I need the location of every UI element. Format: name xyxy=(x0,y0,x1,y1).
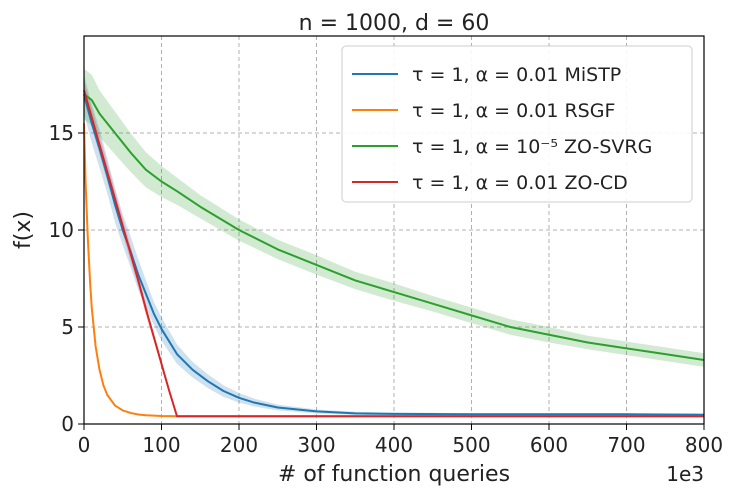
band-layer xyxy=(84,68,704,417)
x-tick-label: 500 xyxy=(452,433,490,457)
x-scale-note: 1e3 xyxy=(666,462,704,486)
tick-layer: 0 100 200 300 400 500 600 700 800 0 5 10 15 xyxy=(49,121,724,457)
series-band-zo-svrg xyxy=(84,68,704,367)
y-tick-label: 15 xyxy=(49,121,74,145)
y-tick-label: 0 xyxy=(61,412,74,436)
x-tick-label: 700 xyxy=(607,433,645,457)
y-tick-label: 5 xyxy=(61,315,74,339)
line-layer xyxy=(83,90,705,418)
series-line-zo-svrg xyxy=(83,93,705,361)
x-tick-label: 0 xyxy=(78,433,91,457)
x-tick-label: 200 xyxy=(220,433,258,457)
legend-label-mistp: τ = 1, α = 0.01 MiSTP xyxy=(412,64,621,86)
legend-label-rsgf: τ = 1, α = 0.01 RSGF xyxy=(412,100,615,122)
y-tick-label: 10 xyxy=(49,218,74,242)
legend-label-zo-cd: τ = 1, α = 0.01 ZO-CD xyxy=(412,172,628,194)
series-line-mistp xyxy=(83,93,705,416)
x-tick-label: 300 xyxy=(297,433,335,457)
y-axis-label: f(x) xyxy=(11,211,36,249)
legend-box xyxy=(341,45,693,203)
legend: τ = 1, α = 0.01 MiSTP τ = 1, α = 0.01 RSG… xyxy=(341,45,693,203)
series-line-zo-cd xyxy=(83,90,704,418)
x-tick-label: 800 xyxy=(685,433,723,457)
chart-title: n = 1000, d = 60 xyxy=(299,11,490,36)
x-tick-label: 400 xyxy=(375,433,413,457)
x-tick-label: 100 xyxy=(142,433,180,457)
x-axis-label: # of function queries xyxy=(278,462,510,487)
legend-label-zo-svrg: τ = 1, α = 10⁻⁵ ZO-SVRG xyxy=(412,136,652,158)
x-tick-label: 600 xyxy=(530,433,568,457)
